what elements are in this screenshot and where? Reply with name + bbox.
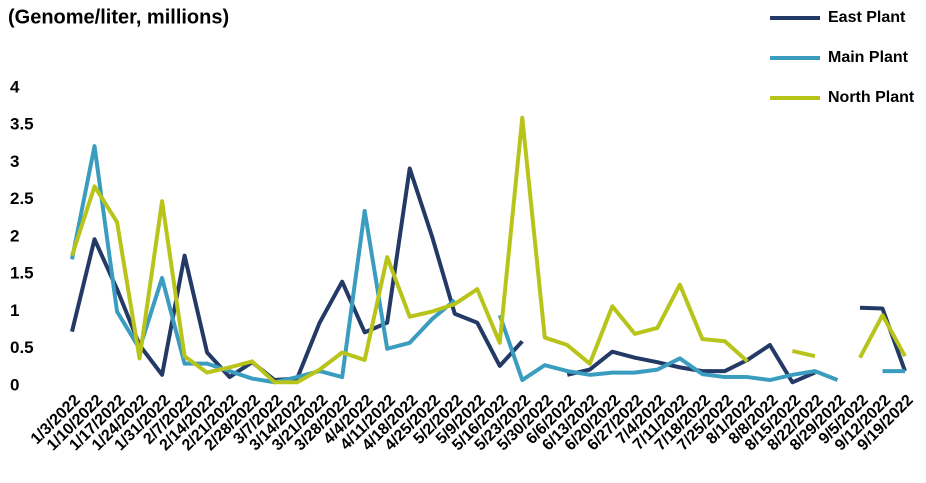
y-tick-label: 1 [10,301,19,320]
legend-label: North Plant [828,89,915,106]
legend-label: East Plant [828,9,906,26]
series-line [70,115,907,385]
legend-label: Main Plant [828,49,909,66]
y-tick-label: 3.5 [10,115,34,134]
y-tick-label: 4 [10,77,20,96]
y-tick-label: 1.5 [10,264,34,283]
y-tick-label: 0 [10,375,19,394]
series-line [70,166,907,385]
y-tick-label: 2 [10,226,19,245]
chart-title: (Genome/liter, millions) [8,6,229,28]
y-tick-label: 3 [10,152,19,171]
y-tick-label: 2.5 [10,189,34,208]
y-tick-label: 0.5 [10,338,34,357]
